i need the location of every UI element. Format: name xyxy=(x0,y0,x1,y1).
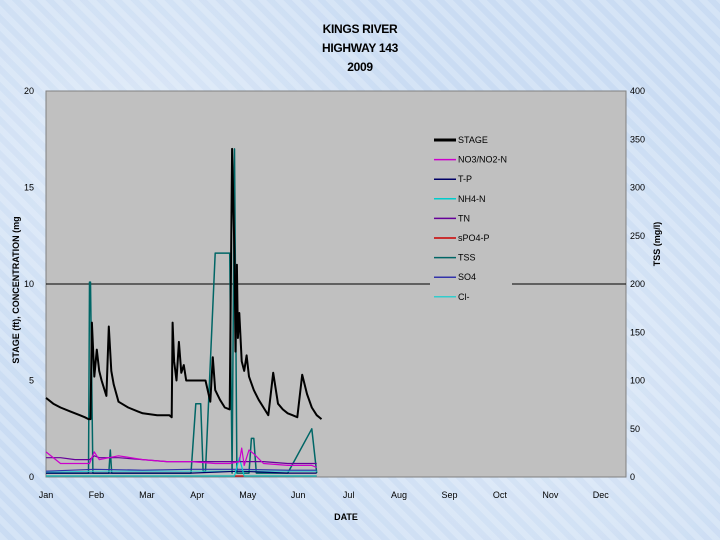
legend-label: TN xyxy=(458,213,470,223)
x-tick-label: Jul xyxy=(343,490,355,500)
chart-title-line-3: 2009 xyxy=(347,60,373,74)
y-right-tick-label: 150 xyxy=(630,327,645,337)
x-tick-label: Nov xyxy=(542,490,559,500)
chart-title-line-1: KINGS RIVER xyxy=(322,22,398,36)
series-layer xyxy=(45,147,323,477)
chart-title: KINGS RIVER HIGHWAY 143 2009 xyxy=(0,20,720,77)
y-left-tick-label: 15 xyxy=(24,183,34,193)
chart-title-line-2: HIGHWAY 143 xyxy=(321,41,399,55)
legend-label: NH4-N xyxy=(458,194,486,204)
x-tick-label: Mar xyxy=(139,490,155,500)
y-right-tick-label: 100 xyxy=(630,376,645,386)
x-tick-label: Apr xyxy=(190,490,204,500)
series-cl- xyxy=(45,470,317,473)
y-right-tick-label: 50 xyxy=(630,424,640,434)
legend-label: T-P xyxy=(458,174,472,184)
x-tick-label: Aug xyxy=(391,490,407,500)
y-axis-left-label: STAGE (ft), CONCENTRATION (mg xyxy=(11,216,21,363)
y-right-tick-label: 0 xyxy=(630,472,635,482)
legend-label: Cl- xyxy=(458,292,470,302)
y-right-tick-label: 200 xyxy=(630,279,645,289)
y-right-tick-label: 400 xyxy=(630,86,645,96)
y-left-tick-label: 0 xyxy=(29,472,34,482)
x-tick-label: Oct xyxy=(493,490,508,500)
series-so4 xyxy=(45,468,317,472)
x-tick-label: Jun xyxy=(291,490,306,500)
y-left-tick-label: 5 xyxy=(29,376,34,386)
legend-label: sPO4-P xyxy=(458,233,490,243)
y-axis-right-label: TSS (mg/l) xyxy=(652,222,662,267)
x-axis-label: DATE xyxy=(334,512,358,522)
series-no3-no2-n xyxy=(45,447,317,468)
y-right-tick-label: 350 xyxy=(630,134,645,144)
x-tick-label: Dec xyxy=(593,490,610,500)
y-left-tick-label: 20 xyxy=(24,86,34,96)
y-right-tick-label: 300 xyxy=(630,183,645,193)
legend: STAGE NO3/NO2-N T-P NH4-N TN sPO4-P TSS SO4 Cl- xyxy=(430,130,512,311)
series-nh4-n xyxy=(46,457,317,477)
x-tick-label: Jan xyxy=(39,490,54,500)
series-stage xyxy=(45,147,323,421)
legend-label: NO3/NO2-N xyxy=(458,155,507,165)
legend-label: TSS xyxy=(458,253,476,263)
x-tick-label: May xyxy=(239,490,257,500)
legend-label: STAGE xyxy=(458,135,488,145)
legend-label: SO4 xyxy=(458,272,476,282)
y-left-tick-label: 10 xyxy=(24,279,34,289)
x-tick-label: Sep xyxy=(441,490,457,500)
x-tick-label: Feb xyxy=(89,490,105,500)
series-t-p xyxy=(46,470,317,474)
y-right-tick-label: 250 xyxy=(630,231,645,241)
